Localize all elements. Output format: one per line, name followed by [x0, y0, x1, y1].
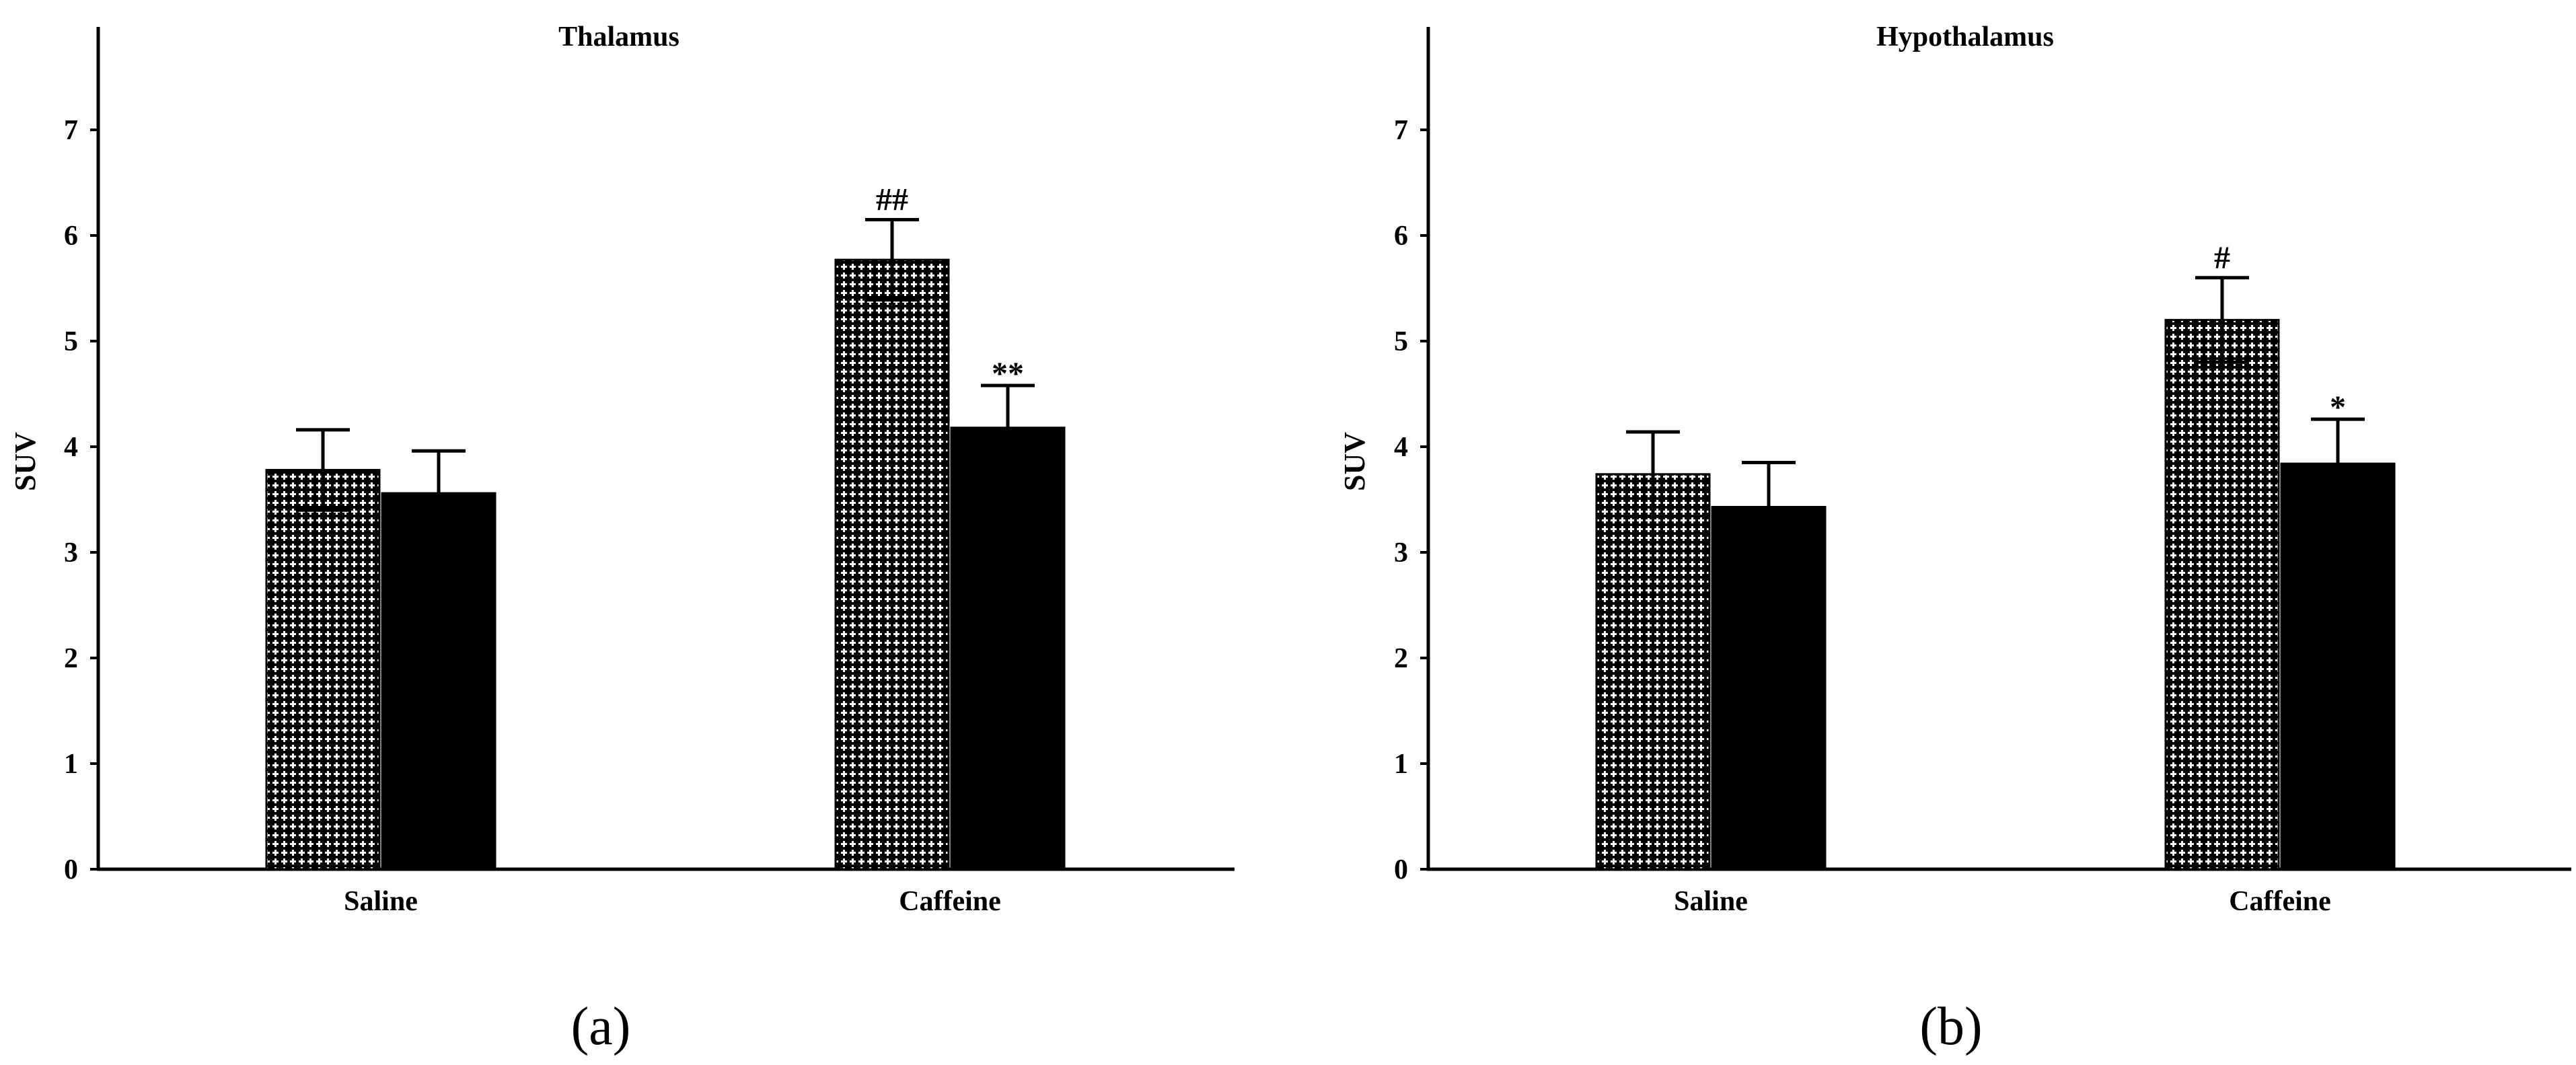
y-tick-label: 6: [64, 221, 78, 252]
y-tick-label: 0: [64, 854, 78, 885]
y-tick-label: 3: [1394, 538, 1408, 568]
bar-checkered-caffeine: [834, 258, 950, 871]
y-tick-label: 7: [1394, 115, 1408, 146]
y-tick-label: 2: [1394, 643, 1408, 674]
significance-marker: **: [992, 356, 1024, 392]
bar-checkered-caffeine: [2164, 319, 2280, 871]
y-axis-label: SUV: [1338, 432, 1371, 491]
x-category-label: Caffeine: [2229, 886, 2331, 917]
chart-thalamus: Thalamus 0 1 2 3 4 5 6 7 SUV Saline Caffeine ## ** (a): [9, 22, 1235, 1056]
x-category-label: Caffeine: [899, 886, 1001, 917]
bar-solid-caffeine: [950, 427, 1066, 871]
y-axis-label: SUV: [9, 432, 42, 491]
panel-label: (b): [1919, 997, 1982, 1056]
y-tick-label: 5: [64, 326, 78, 357]
bar-solid-saline: [381, 492, 496, 871]
y-tick-label: 1: [64, 749, 78, 780]
significance-marker: *: [2330, 390, 2346, 425]
bar-checkered-saline: [1595, 473, 1711, 871]
y-tick-label: 2: [64, 643, 78, 674]
x-category-label: Saline: [1674, 886, 1748, 917]
significance-marker: ##: [876, 182, 908, 217]
bar-solid-saline: [1711, 505, 1827, 871]
y-tick-label: 5: [1394, 326, 1408, 357]
chart-title: Hypothalamus: [1876, 22, 2054, 52]
bar-checkered-saline: [265, 469, 381, 871]
y-tick-label: 6: [1394, 221, 1408, 252]
y-tick-label: 4: [1394, 432, 1408, 463]
bar-solid-caffeine: [2280, 462, 2396, 871]
y-tick-label: 3: [64, 538, 78, 568]
y-tick-label: 4: [64, 432, 78, 463]
y-tick-label: 7: [64, 115, 78, 146]
y-tick-label: 1: [1394, 749, 1408, 780]
chart-title: Thalamus: [558, 22, 679, 52]
y-tick-label: 0: [1394, 854, 1408, 885]
chart-hypothalamus: Hypothalamus 0 1 2 3 4 5 6 7 SUV Saline Caffeine # * (…: [1338, 22, 2571, 1056]
significance-marker: #: [2214, 240, 2230, 276]
panel-label: (a): [571, 997, 631, 1056]
x-category-label: Saline: [344, 886, 418, 917]
